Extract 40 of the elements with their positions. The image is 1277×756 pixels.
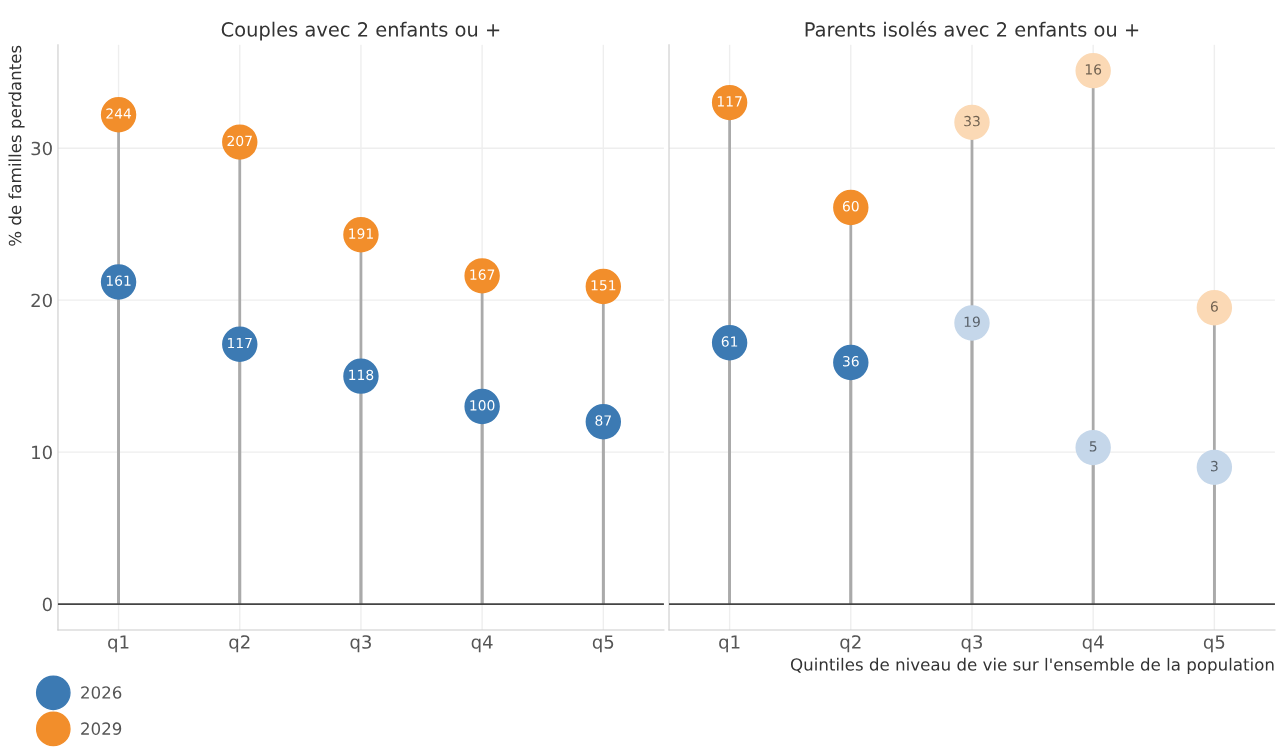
legend-label: 2026 bbox=[81, 686, 122, 699]
annotation: 16 bbox=[1085, 64, 1102, 75]
annotation: 3 bbox=[1211, 460, 1218, 472]
y-tick-label: 10 bbox=[32, 445, 52, 460]
annotation: 6 bbox=[1210, 301, 1218, 312]
annotation: 5 bbox=[1089, 441, 1097, 452]
annotation: 60 bbox=[842, 200, 859, 212]
x-tick-label: q4 bbox=[471, 635, 493, 653]
annotation: 207 bbox=[227, 135, 252, 147]
annotation: 167 bbox=[470, 269, 495, 280]
annotation: 100 bbox=[470, 400, 495, 411]
x-tick-label: q1 bbox=[719, 635, 740, 653]
annotation: 36 bbox=[843, 356, 859, 367]
annotation: 161 bbox=[106, 275, 131, 286]
annotation: 118 bbox=[349, 369, 374, 381]
x-axis-title: Quintiles de niveau de vie sur l'ensemble de la population bbox=[790, 657, 1274, 674]
annotation: 244 bbox=[106, 108, 132, 119]
x-tick-label: q3 bbox=[350, 635, 371, 653]
chart-title: Parents isolés avec 2 enfants ou + bbox=[805, 20, 1139, 37]
annotation: 151 bbox=[591, 280, 616, 291]
annotation: 19 bbox=[964, 316, 980, 327]
x-tick-label: q4 bbox=[1082, 635, 1104, 653]
x-tick-label: q5 bbox=[592, 635, 614, 653]
annotation: 33 bbox=[964, 115, 980, 127]
y-tick-label: 30 bbox=[31, 141, 52, 156]
annotation: 61 bbox=[721, 336, 738, 347]
x-tick-label: q3 bbox=[961, 635, 983, 653]
y-tick-label: 0 bbox=[42, 597, 52, 612]
legend-label: 2029 bbox=[81, 722, 122, 735]
annotation: 87 bbox=[595, 415, 611, 426]
x-tick-label: q1 bbox=[108, 635, 129, 653]
x-tick-label: q5 bbox=[1203, 635, 1225, 653]
y-tick-label: 20 bbox=[31, 293, 52, 308]
y-axis-title: % de familles perdantes bbox=[8, 45, 25, 246]
annotation: 117 bbox=[228, 337, 252, 349]
chart-title: Couples avec 2 enfants ou + bbox=[221, 21, 500, 41]
annotation: 191 bbox=[349, 228, 373, 239]
x-tick-label: q2 bbox=[229, 635, 250, 653]
annotation: 117 bbox=[717, 96, 742, 107]
x-tick-label: q2 bbox=[840, 635, 861, 653]
